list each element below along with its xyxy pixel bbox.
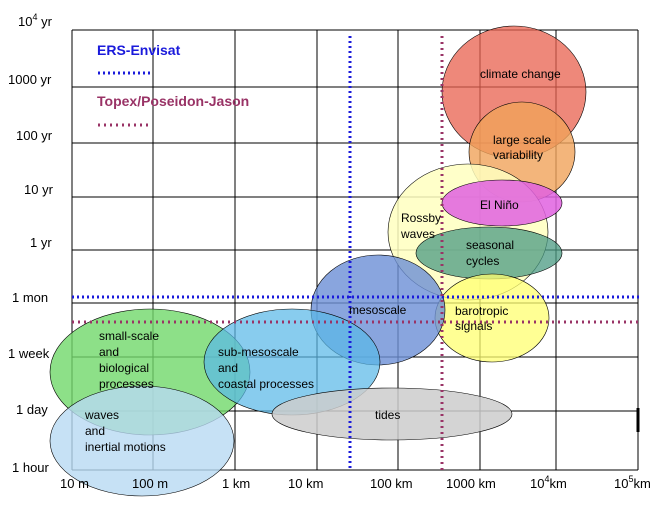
el-nino-ellipse	[441, 179, 563, 227]
y-tick-label: 1000 yr	[8, 72, 52, 87]
y-tick-label: 1 mon	[12, 290, 48, 305]
x-tick-label: 1 km	[222, 476, 250, 491]
x-tick-label: 100 km	[370, 476, 413, 491]
label-line: climate change	[480, 67, 561, 81]
y-axis-tick-labels: 104 yr 1000 yr 100 yr 10 yr 1 yr 1 mon 1…	[8, 12, 54, 475]
x-tick-label: 105km	[614, 474, 651, 491]
tides-ellipse	[271, 387, 513, 441]
rossby-waves-label: Rossby waves	[400, 211, 441, 241]
legend-ers-label: ERS-Envisat	[97, 42, 181, 58]
x-axis-tick-labels: 10 m 100 m 1 km 10 km 100 km 1000 km 104…	[60, 474, 651, 491]
label-line: large scale	[493, 133, 551, 147]
sub-mesoscale-coastal-label: sub-mesoscale and coastal processes	[218, 345, 314, 391]
large-scale-variability-label: large scale variability	[493, 133, 551, 162]
label-line: barotropic	[455, 304, 508, 318]
label-line: coastal processes	[218, 377, 314, 391]
label-line: tides	[375, 408, 400, 422]
label-line: and	[218, 361, 238, 375]
label-line: sub-mesoscale	[218, 345, 299, 359]
mesoscale-label: mesoscale	[349, 303, 407, 317]
label-line: processes	[99, 377, 154, 391]
label-line: cycles	[466, 254, 499, 268]
ers-envisat-coverage	[72, 36, 640, 470]
label-line: and	[85, 424, 105, 438]
phenomena-shapes	[49, 25, 587, 497]
small-scale-biological-label: small-scale and biological processes	[99, 329, 159, 391]
label-line: biological	[99, 361, 149, 375]
label-line: waves	[84, 408, 119, 422]
x-tick-label: 10 m	[60, 476, 89, 491]
label-line: variability	[493, 148, 543, 162]
label-line: and	[99, 345, 119, 359]
phenomena-labels: climate change large scale variability Ro…	[84, 67, 561, 454]
label-line: signals	[455, 319, 492, 333]
waves-inertial-motions-ellipse	[49, 385, 235, 497]
y-tick-label: 104 yr	[18, 12, 53, 29]
label-line: waves	[400, 227, 435, 241]
legend-topex-label: Topex/Poseidon-Jason	[97, 93, 249, 109]
legend: ERS-Envisat Topex/Poseidon-Jason	[97, 42, 249, 127]
barotropic-signals-ellipse	[434, 273, 550, 363]
label-line: mesoscale	[349, 303, 407, 317]
label-line: Rossby	[401, 211, 441, 225]
label-line: seasonal	[466, 238, 514, 252]
y-tick-label: 1 yr	[30, 235, 52, 250]
y-tick-label: 10 yr	[24, 182, 54, 197]
waves-inertial-motions-label: waves and inertial motions	[84, 408, 166, 454]
label-line: inertial motions	[85, 440, 166, 454]
x-tick-label: 100 m	[132, 476, 168, 491]
seasonal-cycles-label: seasonal cycles	[466, 238, 514, 268]
y-tick-label: 100 yr	[16, 128, 53, 143]
barotropic-signals-label: barotropic signals	[455, 304, 508, 333]
y-tick-label: 1 week	[8, 346, 50, 361]
climate-change-label: climate change	[480, 67, 561, 81]
y-tick-label: 1 day	[16, 402, 48, 417]
label-line: El Niño	[480, 198, 519, 212]
topex-jason-coverage	[72, 36, 640, 470]
el-nino-label: El Niño	[480, 198, 519, 212]
seasonal-cycles-ellipse	[415, 226, 563, 280]
x-tick-label: 10 km	[288, 476, 323, 491]
x-tick-label: 104km	[530, 474, 567, 491]
tides-label: tides	[375, 408, 400, 422]
x-tick-label: 1000 km	[446, 476, 496, 491]
label-line: small-scale	[99, 329, 159, 343]
y-tick-label: 1 hour	[12, 460, 50, 475]
